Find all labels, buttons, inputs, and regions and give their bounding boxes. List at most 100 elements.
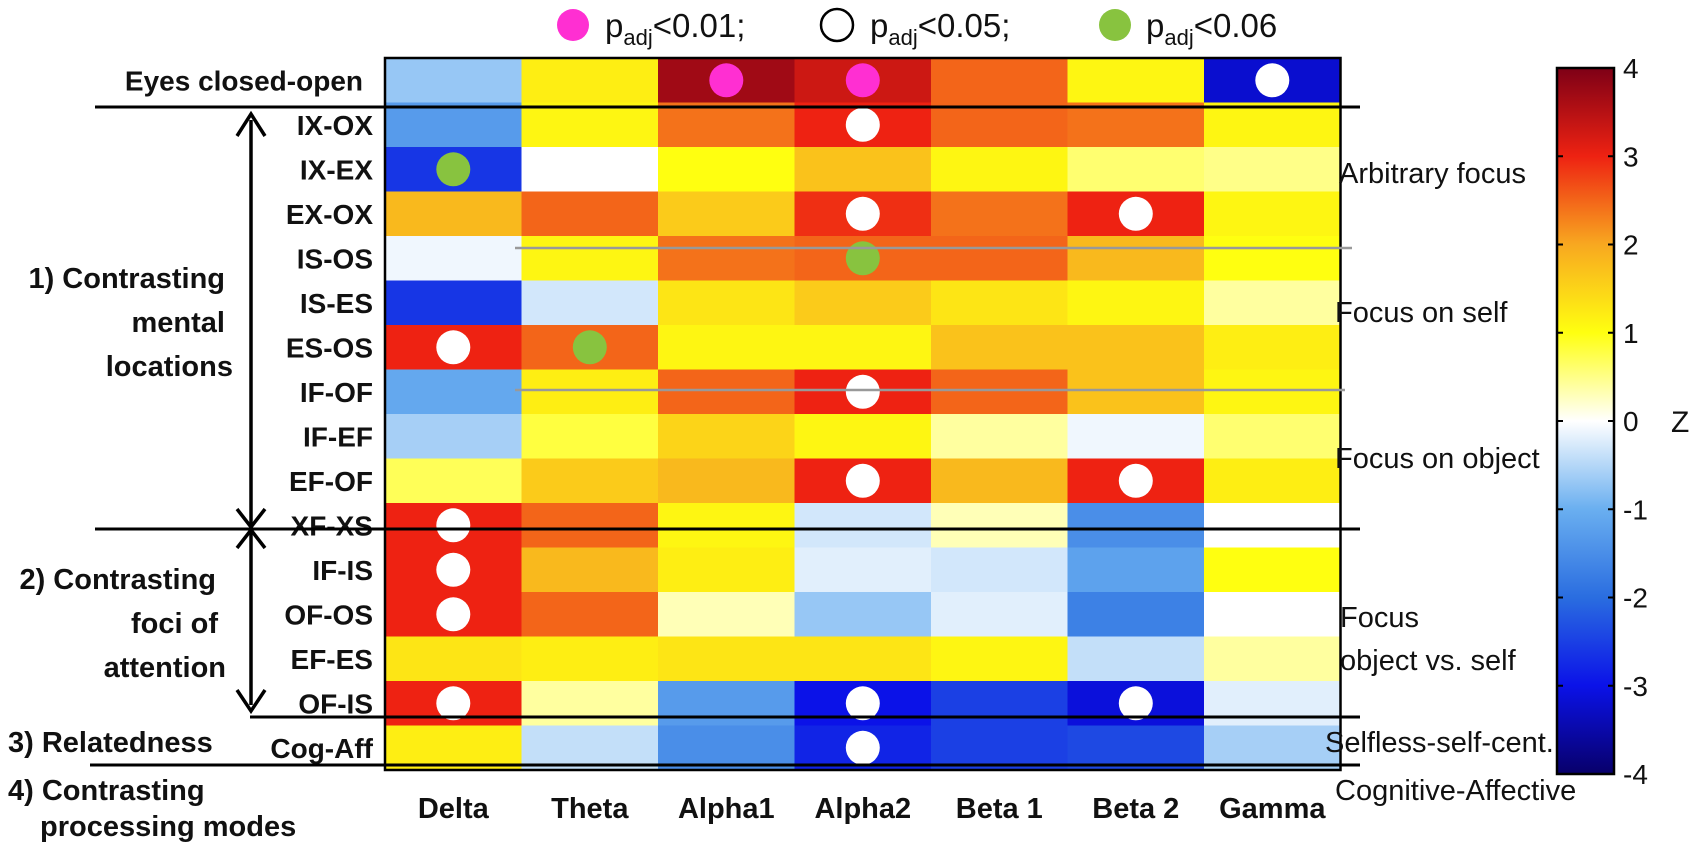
heatmap-cell: [1204, 236, 1342, 282]
significance-marker: [845, 730, 880, 765]
heatmap-cell: [385, 58, 523, 104]
legend-swatch-p001: [557, 9, 589, 41]
legend-swatch-p005: [819, 7, 855, 43]
heatmap-cell: [385, 369, 523, 415]
heatmap-cell: [794, 592, 932, 638]
heatmap-cell: [658, 191, 796, 237]
row-label: IF-OF: [300, 377, 373, 408]
heatmap-cell: [658, 636, 796, 682]
heatmap-cell: [794, 414, 932, 460]
heatmap-cell: [658, 236, 796, 282]
annotation-focus-on-object: Focus on object: [1335, 443, 1540, 475]
heatmap-cell: [658, 147, 796, 193]
row-label: Cog-Aff: [270, 733, 373, 764]
significance-marker: [709, 63, 744, 98]
significance-markers: [436, 63, 1290, 765]
row-labels: Eyes closed-open IX-OX IX-EX EX-OX IS-OS IS-E…: [125, 65, 374, 764]
column-label: Theta: [551, 793, 629, 825]
heatmap-cell: [1204, 592, 1342, 638]
heatmap-cell: [794, 547, 932, 593]
annotation-selfless: Selfless-self-cent.: [1325, 727, 1554, 759]
heatmap-cell: [1067, 414, 1205, 460]
significance-marker: [845, 107, 880, 142]
row-label: Eyes closed-open: [125, 65, 363, 96]
significance-marker: [845, 686, 880, 721]
heatmap-cell: [931, 592, 1069, 638]
colorbar: 4 3 2 1 0 -1 -2 -3 -4 Z: [1555, 53, 1689, 790]
heatmap-cell: [794, 503, 932, 549]
svg-text:padj<0.05;: padj<0.05;: [870, 7, 1010, 50]
heatmap-cell: [1067, 147, 1205, 193]
heatmap-cell: [931, 681, 1069, 727]
colorbar-tick-label: 1: [1623, 318, 1639, 349]
significance-marker: [436, 330, 471, 365]
colorbar-tick-label: -4: [1623, 759, 1648, 790]
heatmap-cell: [385, 414, 523, 460]
significance-marker: [436, 686, 471, 721]
heatmap-cell: [1204, 369, 1342, 415]
heatmap-cell: [931, 191, 1069, 237]
column-label: Delta: [418, 793, 490, 825]
heatmap-cell: [658, 458, 796, 504]
column-label: Alpha1: [678, 793, 775, 825]
legend-entry-p006: padj<0.06: [1099, 7, 1277, 50]
significance-marker: [1118, 686, 1153, 721]
heatmap-cell: [931, 236, 1069, 282]
heatmap-cell: [521, 280, 659, 326]
heatmap-cell: [794, 280, 932, 326]
heatmap-cell: [931, 280, 1069, 326]
legend-suffix-p001: <0.01;: [653, 7, 746, 44]
colorbar-label: Z: [1671, 406, 1689, 439]
heatmap-cell: [931, 458, 1069, 504]
heatmap-cell: [658, 414, 796, 460]
annotation-focus-vs-line-2: object vs. self: [1340, 645, 1517, 677]
row-label: EX-OX: [286, 199, 373, 230]
group-3-line-1: 3) Relatedness: [8, 727, 213, 759]
heatmap-cell: [521, 458, 659, 504]
heatmap-cell: [794, 325, 932, 371]
row-label: XF-XS: [291, 510, 373, 541]
group-4-line-2: processing modes: [40, 811, 296, 843]
heatmap-cell: [521, 191, 659, 237]
colorbar-tick-label: 3: [1623, 141, 1639, 172]
heatmap-cell: [931, 58, 1069, 104]
colorbar-tick-label: -3: [1623, 671, 1648, 702]
colorbar-tick-label: -2: [1623, 583, 1648, 614]
heatmap-cell: [385, 636, 523, 682]
heatmap-cell: [931, 547, 1069, 593]
heatmap-cell: [658, 325, 796, 371]
colorbar-gradient: [1555, 66, 1616, 776]
heatmap-cell: [1204, 280, 1342, 326]
marker-legend: padj<0.01; padj<0.05; padj<0.06: [557, 7, 1277, 50]
heatmap-cell: [521, 236, 659, 282]
heatmap-cell: [1067, 236, 1205, 282]
heatmap-cell: [385, 191, 523, 237]
legend-text-p005: p: [870, 7, 888, 44]
group-separators: [90, 105, 1360, 767]
heatmap-cell: [1204, 414, 1342, 460]
colorbar-tick-label: 2: [1623, 230, 1639, 261]
heatmap-cell: [521, 369, 659, 415]
heatmap-cell: [794, 147, 932, 193]
heatmap-cell: [1067, 369, 1205, 415]
row-label: IX-OX: [297, 110, 374, 141]
heatmap-cell: [1067, 58, 1205, 104]
significance-marker: [1118, 196, 1153, 231]
heatmap-cell: [1067, 636, 1205, 682]
significance-marker: [845, 374, 880, 409]
heatmap-cell: [1204, 547, 1342, 593]
legend-sub-p001: adj: [623, 25, 652, 50]
significance-marker: [845, 63, 880, 98]
group-1-line-1: 1) Contrasting: [28, 263, 225, 295]
significance-marker: [436, 152, 471, 187]
heatmap-cell: [521, 58, 659, 104]
heatmap-cell: [1204, 636, 1342, 682]
svg-text:padj<0.01;: padj<0.01;: [605, 7, 745, 50]
heatmap-cell: [794, 636, 932, 682]
heatmap-cell: [931, 503, 1069, 549]
legend-text-p001: p: [605, 7, 623, 44]
heatmap-cell: [658, 102, 796, 148]
annotation-arbitrary-focus: Arbitrary focus: [1339, 158, 1526, 190]
group-4-line-1: 4) Contrasting: [8, 775, 205, 807]
